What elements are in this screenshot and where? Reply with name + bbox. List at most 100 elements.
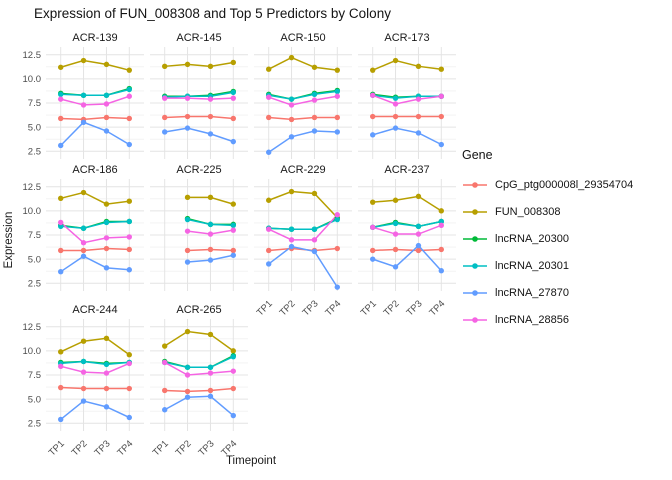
y-tick-label: 10.0 [23, 346, 42, 357]
data-point [184, 259, 191, 265]
data-point [334, 114, 340, 121]
data-point [311, 248, 318, 255]
data-point [311, 91, 318, 98]
data-point [58, 142, 64, 149]
facet-ACR-139: ACR-139 2.5 5.0 7.5 10.0 12.5 [23, 32, 144, 159]
series-line [372, 94, 442, 99]
data-point [103, 201, 110, 207]
data-point [230, 348, 236, 354]
series-line [60, 362, 130, 374]
legend-entry-label: lncRNA_27870 [495, 286, 569, 299]
facet-ACR-186: ACR-186 2.5 5.0 7.5 10.0 12.5 [23, 164, 144, 291]
data-point [80, 189, 87, 196]
data-point [370, 247, 376, 254]
data-point [103, 361, 110, 368]
facet-ACR-229: ACR-229 TP1 TP2 TP3 TP4 [254, 164, 352, 318]
y-tick-label: 7.5 [28, 230, 41, 241]
data-point [288, 134, 295, 140]
data-point [334, 88, 340, 95]
series-line [268, 130, 338, 153]
legend-key-icon [463, 316, 487, 323]
data-point [80, 385, 87, 392]
x-tick-label: TP4 [427, 298, 447, 318]
series-line [372, 195, 442, 212]
facet-ACR-244: ACR-244 2.5 5.0 7.5 10.0 12.5 TP1 TP2 TP3 TP4 [23, 304, 144, 458]
data-point [415, 247, 422, 254]
data-point [266, 114, 272, 121]
data-point [415, 96, 422, 102]
data-point [126, 67, 132, 73]
series-line [164, 387, 234, 393]
series-line [60, 247, 130, 252]
data-point [288, 116, 295, 123]
series-line [60, 221, 130, 244]
series-line [268, 56, 338, 71]
data-point [80, 225, 87, 231]
data-point [415, 193, 422, 200]
data-point [230, 59, 236, 66]
x-tick-label: TP1 [255, 298, 275, 318]
legend-entry-label: lncRNA_20300 [495, 232, 569, 245]
series-line [60, 116, 130, 121]
data-point [266, 66, 272, 72]
data-point [126, 115, 132, 122]
data-point [438, 93, 444, 99]
data-point [80, 57, 87, 64]
x-tick-label: TP2 [278, 298, 298, 318]
legend-entry: CpG_ptg000008l_29354704 [462, 171, 633, 198]
data-point [438, 246, 444, 253]
data-point [266, 247, 272, 254]
data-point [162, 343, 168, 349]
data-point [126, 86, 132, 93]
data-point [288, 188, 295, 195]
data-point [80, 253, 87, 259]
data-point [207, 257, 214, 263]
data-point [162, 95, 168, 101]
x-tick-label: TP2 [382, 298, 402, 318]
series-line [268, 90, 338, 100]
data-point [334, 129, 340, 135]
data-point [288, 96, 295, 102]
y-tick-label: 7.5 [28, 98, 41, 109]
data-point [80, 102, 87, 108]
data-point [58, 64, 64, 70]
data-point [334, 284, 340, 290]
data-point [311, 114, 318, 121]
legend-entry-label: lncRNA_20301 [495, 259, 569, 272]
series-line [268, 214, 338, 241]
data-point [103, 404, 110, 410]
data-point [58, 416, 64, 423]
data-point [266, 149, 272, 155]
legend-key-icon [463, 235, 487, 242]
data-point [370, 199, 376, 205]
facet-strip-label: ACR-237 [384, 164, 429, 176]
data-point [58, 363, 64, 370]
data-point [230, 385, 236, 392]
data-point [184, 364, 191, 370]
data-point [415, 231, 422, 237]
x-axis-title: Timepoint [225, 455, 277, 467]
series-line [164, 91, 234, 98]
data-point [207, 364, 214, 370]
data-point [58, 223, 64, 230]
series-line [372, 224, 442, 235]
facet-strip-label: ACR-229 [280, 164, 325, 176]
series-line [60, 88, 130, 97]
data-point [392, 197, 399, 203]
data-point [207, 231, 214, 237]
data-point [392, 125, 399, 131]
data-point [80, 358, 87, 365]
legend-entry: lncRNA_28856 [462, 306, 633, 333]
data-point [103, 265, 110, 271]
data-point [126, 218, 132, 225]
legend-title: Gene [462, 148, 493, 162]
data-point [80, 119, 87, 126]
data-point [80, 338, 87, 344]
legend-key-icon [463, 262, 487, 269]
data-point [184, 95, 191, 101]
y-tick-label: 5.0 [28, 122, 41, 133]
series-line [372, 94, 442, 105]
data-point [207, 63, 214, 70]
data-point [230, 138, 236, 145]
